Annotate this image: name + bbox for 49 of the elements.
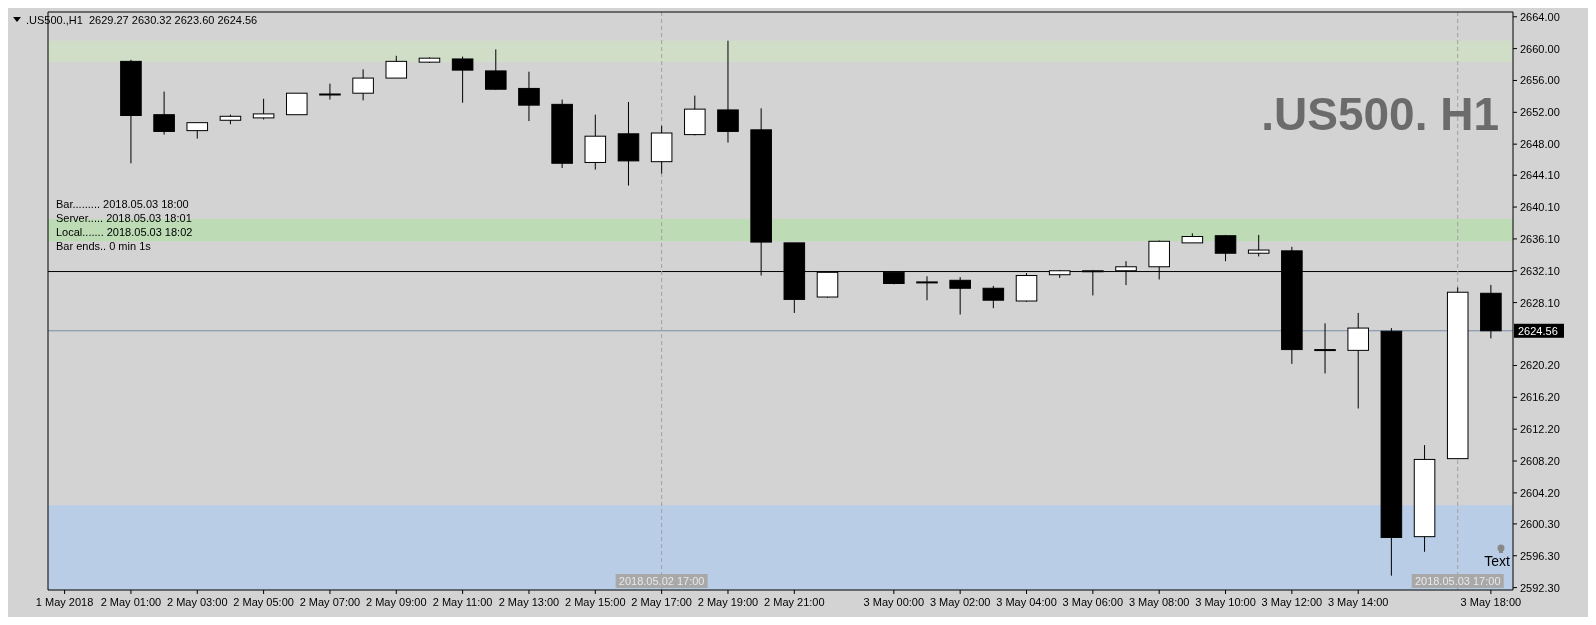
y-tick-label: 2632.10 — [1520, 264, 1560, 277]
annotation: Local....... 2018.05.03 18:02 — [56, 226, 193, 238]
y-tick-label: 2660.00 — [1520, 42, 1560, 55]
x-tick-label: 2 May 19:00 — [697, 596, 759, 608]
x-tick-label: 2 May 17:00 — [631, 596, 692, 608]
x-tick-label: 2 May 13:00 — [498, 596, 560, 608]
x-tick-label: 2 May 05:00 — [233, 596, 294, 608]
annotation: Text — [1484, 553, 1511, 569]
x-tick-label: 3 May 18:00 — [1460, 596, 1522, 608]
x-tick-label: 2 May 01:00 — [100, 596, 162, 608]
ref-line-label: 2018.05.02 17:00 — [618, 575, 705, 587]
x-tick-label: 2 May 11:00 — [432, 596, 493, 608]
x-tick-label: 3 May 14:00 — [1327, 596, 1389, 608]
ref-line-label: 2624.56 — [1518, 324, 1558, 337]
x-tick-label: 3 May 00:00 — [863, 596, 925, 608]
y-tick-label: 2644.10 — [1520, 169, 1560, 182]
x-tick-label: 3 May 12:00 — [1261, 596, 1323, 608]
y-tick-label: 2652.00 — [1520, 106, 1560, 119]
x-tick-label: 2 May 21:00 — [764, 596, 825, 608]
x-tick-label: 2 May 07:00 — [299, 596, 361, 608]
annotation: Bar ends.. 0 min 1s — [56, 240, 152, 252]
x-tick-label: 2 May 09:00 — [366, 596, 427, 608]
y-tick-label: 2636.10 — [1520, 232, 1560, 245]
y-tick-label: 2600.30 — [1520, 517, 1560, 530]
x-tick-label: 3 May 04:00 — [996, 596, 1057, 608]
ref-line-label: 2018.05.03 17:00 — [1414, 575, 1501, 587]
y-tick-label: 2592.30 — [1520, 581, 1560, 594]
y-tick-label: 2604.20 — [1520, 486, 1560, 499]
annotation: Bar......... 2018.05.03 18:00 — [56, 198, 189, 210]
y-tick-label: 2616.20 — [1520, 391, 1560, 404]
x-tick-label: 2 May 15:00 — [565, 596, 626, 608]
y-tick-label: 2620.20 — [1520, 359, 1560, 372]
x-tick-label: 2 May 03:00 — [166, 596, 228, 608]
x-tick-label: 3 May 10:00 — [1195, 596, 1256, 608]
y-tick-label: 2596.30 — [1520, 549, 1560, 562]
text: .US500. H1 — [1261, 88, 1499, 140]
x-tick-label: 3 May 06:00 — [1062, 596, 1124, 608]
x-tick-label: 1 May 2018 — [35, 596, 94, 608]
y-tick-label: 2640.10 — [1520, 201, 1560, 214]
annotation: Server..... 2018.05.03 18:01 — [56, 212, 192, 224]
y-tick-label: 2628.10 — [1520, 296, 1560, 309]
y-tick-label: 2648.00 — [1520, 138, 1560, 151]
chart-subtitle: .US500.,H1 2629.27 2630.32 2623.60 2624.56 — [26, 14, 258, 26]
y-tick-label: 2656.00 — [1520, 74, 1560, 87]
y-tick-label: 2608.20 — [1520, 455, 1560, 468]
y-tick-label: 2664.00 — [1520, 10, 1560, 23]
x-tick-label: 3 May 02:00 — [929, 596, 991, 608]
x-tick-label: 3 May 08:00 — [1128, 596, 1190, 608]
y-tick-label: 2612.20 — [1520, 423, 1560, 436]
